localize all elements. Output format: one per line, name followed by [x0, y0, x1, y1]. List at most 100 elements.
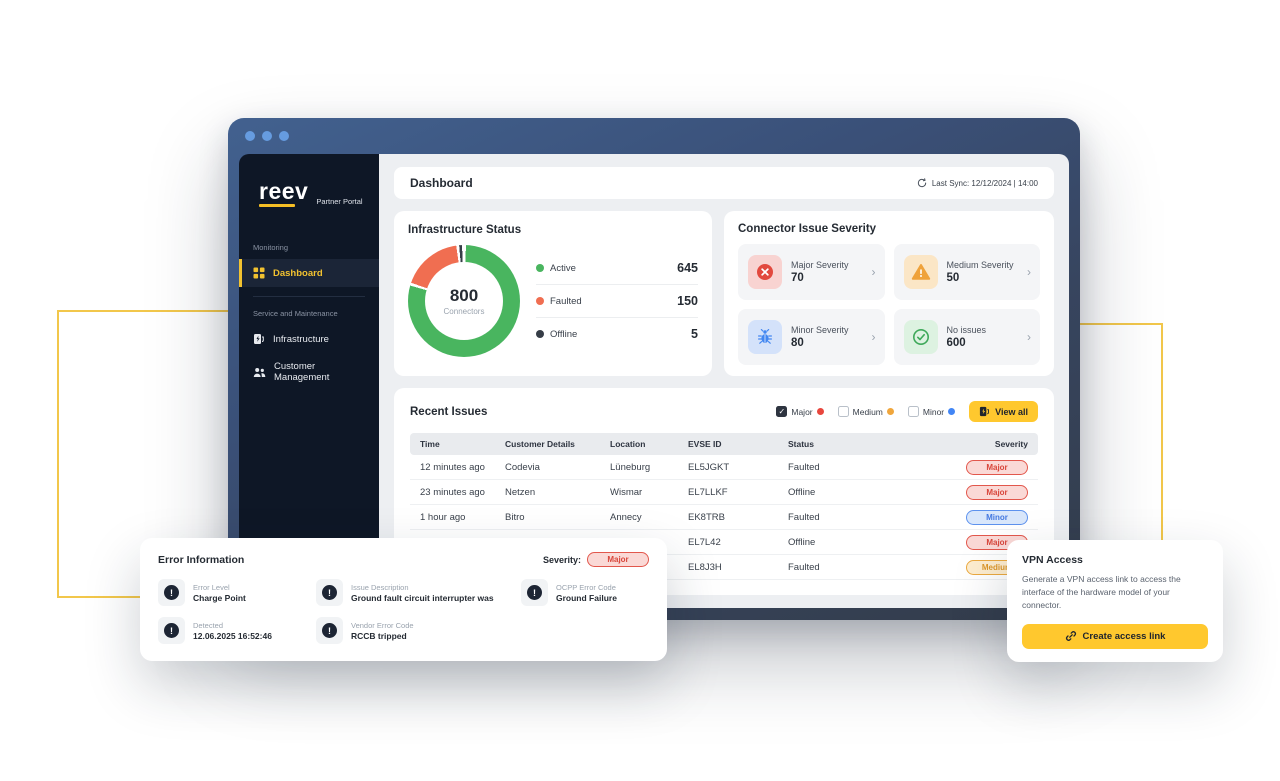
- recent-issues-title: Recent Issues: [410, 405, 488, 418]
- cell-status: Faulted: [788, 511, 820, 523]
- severity-badge: Major: [587, 552, 649, 567]
- field-label: Issue Description: [351, 582, 409, 592]
- create-access-link-label: Create access link: [1082, 630, 1166, 642]
- column-header-location: Location: [610, 439, 646, 449]
- field-label: Detected: [193, 620, 224, 630]
- field-value: RCCB tripped: [351, 630, 407, 641]
- window-dot-icon[interactable]: [262, 131, 272, 141]
- cell-status: Faulted: [788, 561, 820, 573]
- tile-major-severity[interactable]: Major Severity 70 ›: [738, 244, 885, 300]
- table-row[interactable]: 12 minutes ago Codevia Lüneburg EL5JGKT …: [410, 455, 1038, 480]
- field-error-level: ! Error Level Charge Point: [158, 579, 316, 606]
- filter-label: Medium: [852, 406, 883, 417]
- sidebar-item-dashboard[interactable]: Dashboard: [239, 259, 379, 288]
- cell-location: Wismar: [610, 486, 643, 498]
- cell-evse-id: EL7LLKF: [688, 486, 728, 498]
- offline-dot-icon: [536, 330, 544, 338]
- checkbox-unchecked-icon[interactable]: [907, 406, 919, 417]
- page-header: Dashboard Last Sync: 12/12/2024 | 14:00: [394, 167, 1054, 199]
- filter-label: Minor: [922, 406, 945, 417]
- tile-medium-severity[interactable]: Medium Severity 50 ›: [893, 244, 1040, 300]
- cell-time: 12 minutes ago: [420, 461, 485, 473]
- legend-row-faulted: Faulted 150: [536, 285, 698, 318]
- cell-time: 23 minutes ago: [420, 486, 485, 498]
- tile-label: No issues: [946, 325, 987, 335]
- sidebar-divider: [253, 296, 365, 298]
- column-header-time: Time: [420, 439, 440, 449]
- logo-text: reev: [259, 178, 309, 204]
- sidebar: reev Partner Portal Monitoring Dashboard…: [239, 154, 379, 608]
- infrastructure-status-title: Infrastructure Status: [408, 224, 522, 236]
- field-label: Vendor Error Code: [351, 620, 414, 630]
- tile-label: Medium Severity: [946, 260, 1014, 270]
- cell-evse-id: EL8J3H: [688, 561, 722, 573]
- field-vendor-error-code: ! Vendor Error Code RCCB tripped: [316, 617, 521, 644]
- legend-label: Faulted: [550, 295, 582, 307]
- field-label: Error Level: [193, 582, 230, 592]
- tile-label: Major Severity: [791, 260, 849, 270]
- major-dot-icon: [816, 408, 824, 415]
- window-controls: [245, 131, 289, 141]
- column-header-customer: Customer Details: [505, 439, 575, 449]
- cell-evse-id: EL7L42: [688, 536, 721, 548]
- cell-customer: Bitro: [505, 511, 525, 523]
- tile-value: 70: [791, 272, 804, 284]
- filter-major[interactable]: ✓ Major: [776, 406, 824, 417]
- vpn-access-title: VPN Access: [1022, 554, 1083, 566]
- error-information-title: Error Information: [158, 553, 245, 566]
- checkbox-checked-icon[interactable]: ✓: [776, 406, 788, 417]
- field-icon-box: !: [316, 617, 343, 644]
- tile-icon-box: [748, 320, 782, 354]
- create-access-link-button[interactable]: Create access link: [1022, 623, 1208, 649]
- legend-label: Active: [550, 262, 576, 274]
- view-all-button[interactable]: View all: [969, 401, 1038, 422]
- legend-row-offline: Offline 5: [536, 318, 698, 350]
- sidebar-item-infrastructure[interactable]: Infrastructure: [239, 325, 379, 353]
- tile-minor-severity[interactable]: Minor Severity 80 ›: [738, 309, 885, 365]
- donut-legend: Active 645 Faulted 150 Offline: [536, 252, 698, 350]
- legend-row-active: Active 645: [536, 252, 698, 285]
- error-information-card: Error Information Severity: Major ! Erro…: [140, 538, 667, 661]
- vpn-access-description: Generate a VPN access link to access the…: [1022, 574, 1181, 611]
- filter-medium[interactable]: Medium: [837, 406, 894, 417]
- table-row[interactable]: 1 hour ago Bitro Annecy EK8TRB Faulted M…: [410, 505, 1038, 530]
- connectors-donut-chart: 800 Connectors: [408, 245, 520, 357]
- tile-no-issues[interactable]: No issues 600 ›: [893, 309, 1040, 365]
- filter-minor[interactable]: Minor: [907, 406, 956, 417]
- field-value: Charge Point: [193, 592, 246, 603]
- donut-total: 800: [449, 286, 479, 305]
- severity-badge: Major: [966, 484, 1028, 500]
- browser-window: reev Partner Portal Monitoring Dashboard…: [228, 118, 1080, 620]
- window-dot-icon[interactable]: [279, 131, 289, 141]
- refresh-icon[interactable]: [917, 178, 927, 188]
- last-sync-text: Last Sync: 12/12/2024 | 14:00: [931, 178, 1038, 188]
- cell-customer: Netzen: [505, 486, 536, 498]
- field-value: Ground fault circuit interrupter was: [351, 592, 494, 603]
- sidebar-item-customer-management[interactable]: Customer Management: [239, 353, 379, 391]
- main-content: Dashboard Last Sync: 12/12/2024 | 14:00 …: [379, 154, 1069, 608]
- window-dot-icon[interactable]: [245, 131, 255, 141]
- chevron-right-icon: ›: [871, 330, 876, 344]
- exclamation-circle-icon: !: [164, 585, 179, 600]
- table-row[interactable]: 23 minutes ago Netzen Wismar EL7LLKF Off…: [410, 480, 1038, 505]
- chevron-right-icon: ›: [1027, 330, 1031, 344]
- severity-filters: ✓ Major Medium Minor: [776, 401, 1038, 422]
- checkbox-unchecked-icon[interactable]: [837, 406, 849, 417]
- donut-total-label: Connectors: [443, 307, 485, 316]
- table-header-row: Time Customer Details Location EVSE ID S…: [410, 433, 1038, 455]
- recent-issues-card: Recent Issues ✓ Major Medium: [394, 388, 1054, 595]
- infrastructure-status-card: Infrastructure Status 800 Connectors Act: [394, 211, 712, 376]
- column-header-severity: Severity: [994, 439, 1028, 449]
- cell-evse-id: EL5JGKT: [688, 461, 730, 473]
- tile-value: 50: [946, 272, 960, 284]
- legend-label: Offline: [550, 328, 578, 340]
- legend-value: 150: [677, 294, 698, 308]
- field-icon-box: !: [521, 579, 548, 606]
- dashboard-grid-icon: [253, 267, 265, 279]
- logo-subtitle: Partner Portal: [316, 197, 363, 207]
- cell-status: Offline: [788, 536, 816, 548]
- field-value: Ground Failure: [556, 592, 617, 603]
- cell-customer: Codevia: [505, 461, 540, 473]
- cell-location: Lüneburg: [610, 461, 651, 473]
- exclamation-circle-icon: !: [164, 623, 179, 638]
